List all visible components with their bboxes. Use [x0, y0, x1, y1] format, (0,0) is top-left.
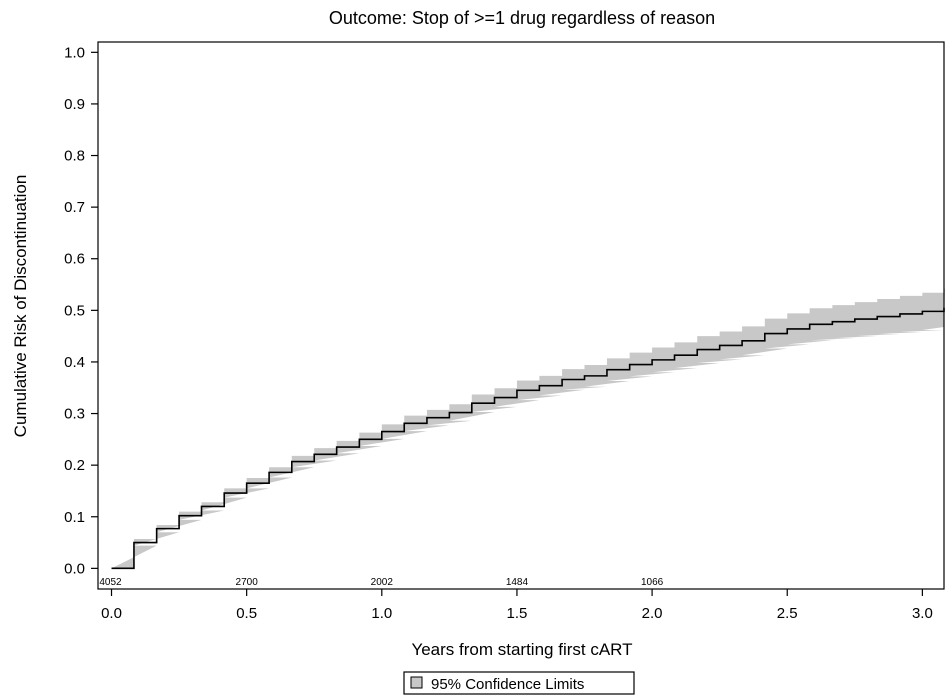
legend-swatch: [410, 676, 423, 689]
x-tick-label: 1.0: [371, 605, 392, 622]
at-risk-label: 2700: [236, 577, 259, 588]
y-axis: 0.0 0.1 0.2 0.3 0.4 0.5 0.6 0.7 0.8 0.9 1.0: [64, 44, 98, 577]
x-tick-label: 1.5: [507, 605, 528, 622]
x-tick-label: 2.0: [642, 605, 663, 622]
legend-label: 95% Confidence Limits: [431, 676, 584, 693]
x-axis: 0.0 0.5 1.0 1.5 2.0 2.5 3.0: [101, 589, 933, 622]
chart-title: Outcome: Stop of >=1 drug regardless of …: [329, 8, 715, 28]
y-tick-label: 0.8: [64, 148, 85, 165]
x-tick-label: 2.5: [777, 605, 798, 622]
legend-frame: [403, 671, 635, 695]
at-risk-label: 4052: [99, 577, 122, 588]
at-risk-label: 1484: [506, 577, 529, 588]
y-tick-label: 0.9: [64, 96, 85, 113]
x-axis-title: Years from starting first cART: [411, 640, 632, 659]
confidence-band: [111, 288, 945, 569]
at-risk-label: 2002: [371, 577, 394, 588]
x-tick-label: 3.0: [912, 605, 933, 622]
y-tick-label: 0.2: [64, 457, 85, 474]
y-axis-title: Cumulative Risk of Discontinuation: [11, 175, 30, 438]
y-tick-label: 0.5: [64, 302, 85, 319]
cumulative-risk-line: [111, 307, 945, 570]
legend: 95% Confidence Limits: [403, 671, 635, 695]
y-tick-label: 1.0: [64, 44, 85, 61]
y-tick-label: 0.3: [64, 406, 85, 423]
y-tick-label: 0.4: [64, 354, 85, 371]
at-risk-label: 1066: [641, 577, 664, 588]
y-tick-label: 0.7: [64, 199, 85, 216]
y-tick-label: 0.6: [64, 251, 85, 268]
y-tick-label: 0.1: [64, 509, 85, 526]
y-tick-label: 0.0: [64, 560, 85, 577]
plot-frame: [97, 41, 945, 590]
numbers-at-risk: 4052 2700 2002 1484 1066: [99, 577, 663, 588]
x-tick-label: 0.5: [236, 605, 257, 622]
plot-area: [97, 41, 945, 590]
x-tick-label: 0.0: [101, 605, 122, 622]
